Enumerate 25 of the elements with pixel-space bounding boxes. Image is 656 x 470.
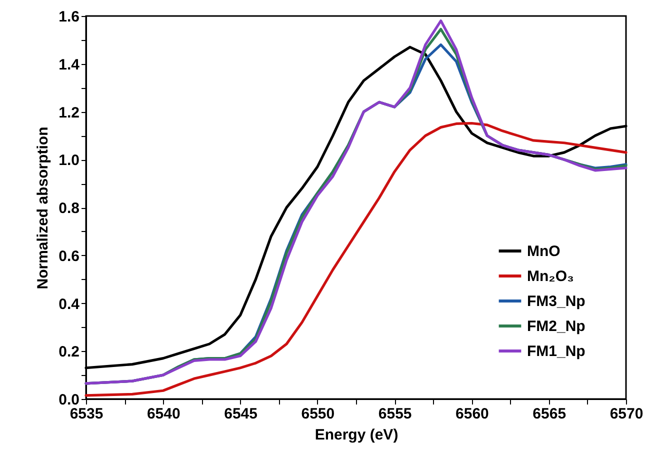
y-tick-label: 1.2: [58, 104, 80, 122]
legend-label: FM2_Np: [527, 318, 586, 335]
line-series: [84, 122, 628, 397]
x-tick-label: 6555: [378, 406, 412, 422]
x-tick-label: 6545: [224, 406, 258, 422]
legend-label: Mn₂O₃: [527, 268, 574, 285]
x-axis-title: Energy (eV): [314, 426, 398, 444]
x-tick-label: 6565: [532, 406, 566, 422]
y-tick-label: 0.6: [58, 248, 80, 265]
y-axis-title: Normalized absorption: [34, 126, 52, 290]
x-tick-label: 6535: [70, 406, 104, 422]
x-tick-label: 6570: [610, 406, 644, 422]
legend-label: FM1_Np: [527, 343, 586, 360]
x-tick-label: 6550: [301, 406, 335, 422]
legend-label: FM3_Np: [527, 293, 586, 310]
y-tick-label: 0.8: [58, 200, 80, 217]
y-tick-label: 1.0: [58, 152, 80, 170]
y-tick-label: 1.6: [58, 8, 80, 26]
x-tick-label: 6540: [146, 406, 180, 422]
y-tick-label: 0.2: [58, 344, 80, 361]
y-tick-label: 0.0: [58, 392, 80, 408]
y-tick-label: 1.4: [58, 56, 80, 74]
y-tick-label: 0.4: [58, 296, 80, 313]
legend-label: MnO: [527, 243, 561, 260]
x-tick-label: 6560: [456, 406, 489, 422]
